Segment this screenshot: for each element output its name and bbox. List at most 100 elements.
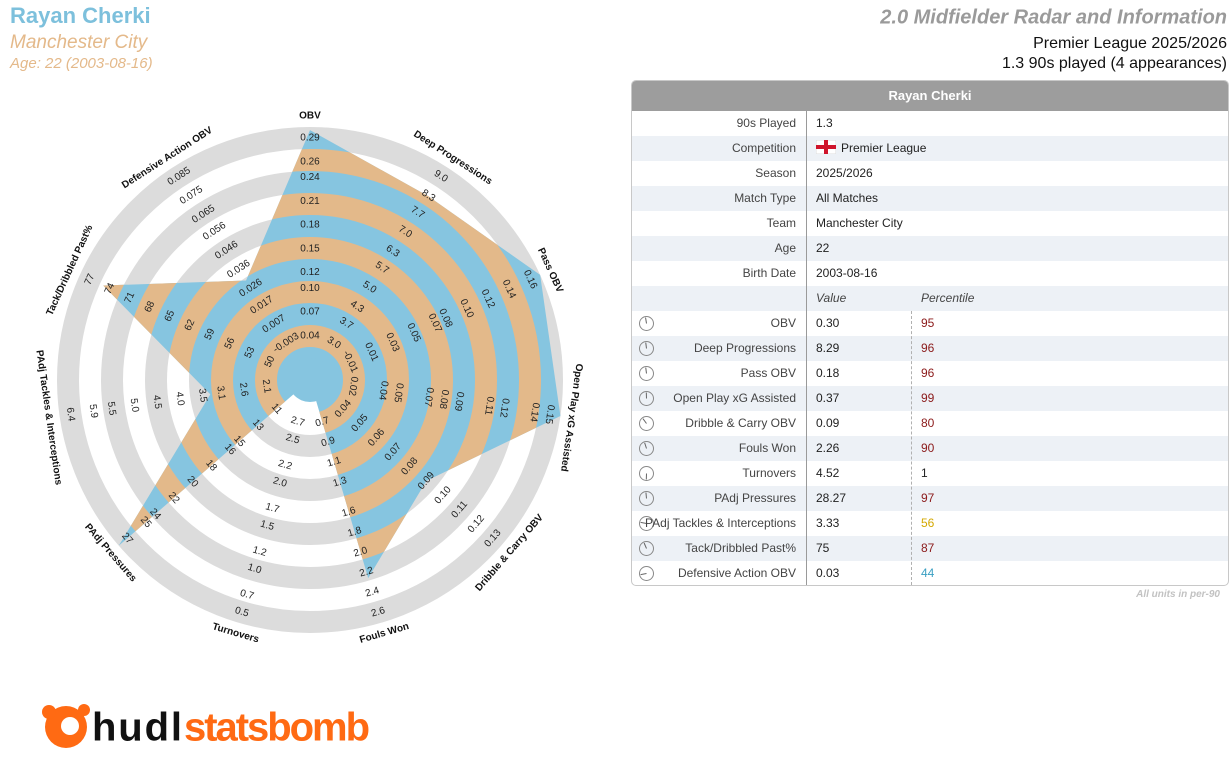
metric-value: 0.18: [816, 366, 840, 380]
tick-label: 1.5: [259, 519, 276, 534]
divider: [806, 111, 807, 585]
tick-label: 0.05: [391, 382, 405, 403]
gauge-needle: [645, 317, 647, 324]
metric-percentile: 90: [921, 441, 935, 455]
metric-percentile: 56: [921, 516, 935, 530]
col-header: Value: [816, 291, 847, 305]
tick-label: 1.6: [341, 505, 358, 520]
metric-percentile: 96: [921, 341, 935, 355]
tick-label: 3.1: [214, 385, 227, 401]
tick-label: 0.21: [300, 196, 320, 207]
tick-label: 2.2: [277, 458, 294, 473]
metric-name: PAdj Pressures: [714, 491, 796, 505]
tick-label: 1.8: [346, 525, 363, 540]
tick-label: 74: [103, 281, 118, 296]
tick-label: 0.24: [300, 172, 320, 183]
gauge-icon: [639, 366, 654, 381]
gauge-icon: [639, 466, 654, 481]
gauge-ring: [639, 491, 654, 506]
gauge-icon: [639, 416, 654, 431]
tick-label: 0.12: [497, 397, 511, 418]
table-row: Team Manchester City: [632, 211, 1228, 236]
gauge-needle: [644, 442, 647, 449]
table-row: OBV 0.30 95: [632, 311, 1228, 336]
row-label: Competition: [731, 141, 796, 155]
metric-name: Open Play xG Assisted: [673, 391, 796, 405]
metric-percentile: 1: [921, 466, 928, 480]
gauge-icon: [639, 566, 654, 581]
row-value: 2003-08-16: [816, 261, 877, 286]
tick-label: 1.2: [251, 545, 268, 560]
gauge-ring: [639, 316, 654, 331]
tick-label: 0.11: [482, 396, 496, 417]
metric-name: Fouls Won: [738, 441, 796, 455]
metric-name: Pass OBV: [740, 366, 796, 380]
tick-label: 2.0: [352, 545, 369, 560]
metric-name: Dribble & Carry OBV: [685, 416, 796, 430]
competition: Premier League 2025/2026: [1033, 35, 1227, 52]
tick-label: 0.12: [466, 513, 487, 535]
tick-label: 1.7: [264, 501, 281, 516]
tick-label: 6.4: [64, 407, 77, 423]
metric-name: Defensive Action OBV: [677, 566, 796, 580]
metric-value: 28.27: [816, 491, 847, 505]
tick-label: 1.0: [246, 562, 263, 577]
tick-label: 0.02: [346, 376, 360, 397]
tick-label: 2.0: [272, 475, 289, 490]
metric-percentile: 44: [921, 566, 935, 580]
tick-label: 2.7: [289, 415, 306, 430]
tick-label: 0.04: [300, 330, 320, 341]
gauge-ring: [639, 416, 654, 431]
tick-label: 0.29: [300, 133, 320, 144]
logo-splat: [78, 704, 90, 716]
gauge-icon: [639, 491, 654, 506]
gauge-icon: [639, 391, 654, 406]
tick-label: 0.04: [376, 380, 390, 401]
gauge-ring: [639, 541, 654, 556]
table-row: Deep Progressions 8.29 96: [632, 336, 1228, 361]
row-value-text: 2003-08-16: [816, 266, 878, 280]
tick-label: 0.10: [433, 484, 454, 506]
logo-hudl: hudl: [92, 706, 182, 750]
row-value-text: All Matches: [816, 191, 879, 205]
metric-percentile: 97: [921, 491, 935, 505]
tick-label: 0.7: [314, 415, 331, 430]
table-row: Age 22: [632, 236, 1228, 261]
page-title: 2.0 Midfielder Radar and Information: [879, 6, 1227, 28]
table-row: Value Percentile: [632, 286, 1228, 311]
row-label: Team: [766, 216, 796, 230]
table-row: Competition Premier League: [632, 136, 1228, 161]
row-value-text: Premier League: [841, 141, 927, 155]
tick-label: 5.0: [128, 398, 141, 414]
row-value-text: 2025/2026: [816, 166, 873, 180]
metric-name: Deep Progressions: [693, 341, 796, 355]
info-table: Rayan Cherki 90s Played 1.3 Competition Prem…: [631, 80, 1229, 586]
gauge-ring: [639, 466, 654, 481]
row-label: Age: [774, 241, 796, 255]
metric-value: 8.29: [816, 341, 840, 355]
tick-label: 0.15: [300, 243, 320, 254]
table-row: Tack/Dribbled Past% 75 87: [632, 536, 1228, 561]
tick-label: 65: [163, 308, 178, 323]
metric-name: OBV: [770, 316, 796, 330]
metric-name: Turnovers: [742, 466, 796, 480]
gauge-icon: [639, 516, 654, 531]
tick-label: 2.4: [364, 585, 381, 600]
tick-label: 0.10: [300, 283, 320, 294]
metric-percentile: 99: [921, 391, 935, 405]
logo-icon: [42, 704, 90, 748]
gauge-ring: [639, 391, 654, 406]
row-value: All Matches: [816, 186, 878, 211]
table-row: Match Type All Matches: [632, 186, 1228, 211]
gauge-ring: [639, 566, 654, 581]
table-row: PAdj Pressures 28.27 97: [632, 486, 1228, 511]
gauge-icon: [639, 441, 654, 456]
tick-label: 1.3: [332, 475, 349, 490]
row-value-text: 22: [816, 241, 830, 255]
tick-label: 0.18: [300, 220, 320, 231]
tick-label: 2.5: [284, 432, 301, 447]
center: [288, 358, 332, 402]
footnote: All units in per-90: [1136, 589, 1220, 600]
